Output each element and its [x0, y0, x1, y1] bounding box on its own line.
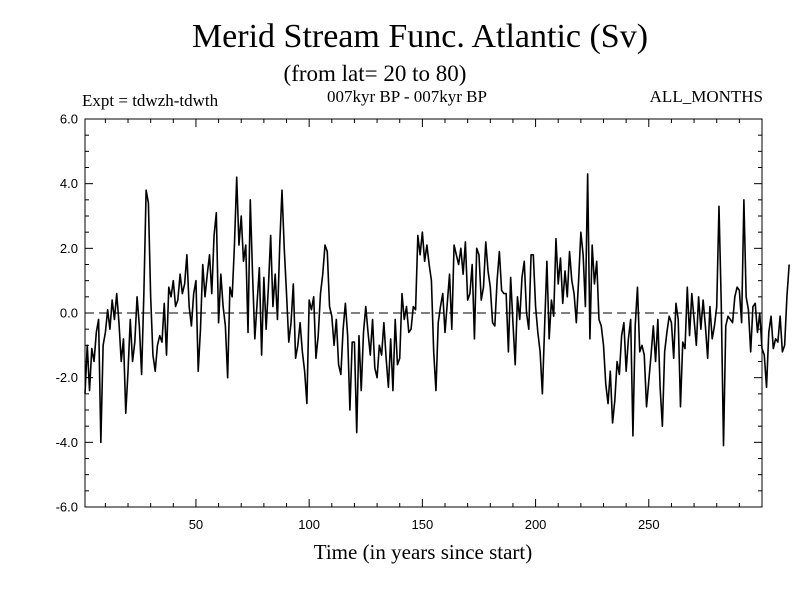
y-tick-label: 4.0: [60, 176, 78, 191]
chart-title: Merid Stream Func. Atlantic (Sv): [191, 18, 649, 55]
months-label: ALL_MONTHS: [649, 87, 763, 106]
x-tick-label: 200: [525, 517, 547, 532]
series-line: [84, 173, 790, 447]
y-tick-label: -6.0: [56, 500, 78, 515]
experiment-label: Expt = tdwzh-tdwth: [82, 91, 219, 110]
y-tick-label: -4.0: [56, 435, 78, 450]
x-tick-label: 250: [638, 517, 660, 532]
x-tick-label: 50: [189, 517, 203, 532]
y-tick-label: 2.0: [60, 241, 78, 256]
y-tick-label: 6.0: [60, 112, 78, 127]
period-label: 007kyr BP - 007kyr BP: [327, 87, 487, 106]
chart-subtitle: (from lat= 20 to 80): [283, 61, 467, 86]
x-axis-label: Time (in years since start): [313, 540, 533, 564]
y-tick-label: -2.0: [56, 370, 78, 385]
y-tick-label: 0.0: [60, 306, 78, 321]
x-tick-label: 150: [412, 517, 434, 532]
x-tick-label: 100: [298, 517, 320, 532]
